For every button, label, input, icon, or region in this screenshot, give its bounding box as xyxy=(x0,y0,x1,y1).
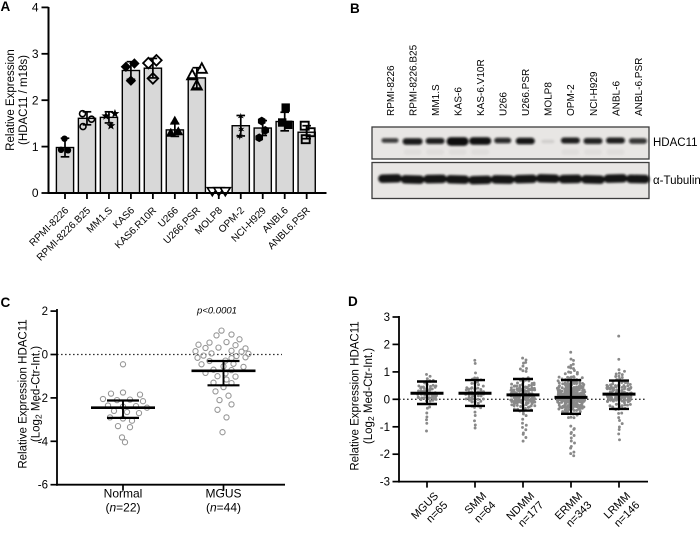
svg-text:(n=44): (n=44) xyxy=(206,501,241,515)
svg-text:2: 2 xyxy=(32,93,39,107)
svg-text:-2: -2 xyxy=(380,449,390,461)
svg-text:0: 0 xyxy=(42,350,48,362)
svg-text:-1: -1 xyxy=(380,422,390,434)
svg-text:B: B xyxy=(350,1,360,16)
svg-text:RPMI-8226.B25: RPMI-8226.B25 xyxy=(408,44,419,116)
svg-text:KAS-6: KAS-6 xyxy=(453,87,464,116)
svg-text:A: A xyxy=(1,0,11,14)
svg-text:Relative Expression HDAC11: Relative Expression HDAC11 xyxy=(18,319,30,468)
svg-text:NCI-H929: NCI-H929 xyxy=(589,71,600,116)
svg-text:α-Tubulin: α-Tubulin xyxy=(653,175,700,187)
svg-text:3: 3 xyxy=(32,47,39,61)
svg-text:4: 4 xyxy=(32,1,39,15)
svg-text:2: 2 xyxy=(384,339,390,351)
svg-text:0: 0 xyxy=(384,394,390,406)
svg-text:U266: U266 xyxy=(499,92,510,116)
svg-text:0: 0 xyxy=(32,186,39,200)
svg-text:(Log2 Med-Ctr-Int.): (Log2 Med-Ctr-Int.) xyxy=(363,348,376,444)
svg-text:Normal: Normal xyxy=(104,487,143,501)
svg-text:-4: -4 xyxy=(38,436,49,448)
svg-text:KAS-6.V10R: KAS-6.V10R xyxy=(476,59,487,116)
svg-text:MGUS: MGUS xyxy=(206,487,242,501)
svg-text:RPMI-8226: RPMI-8226 xyxy=(386,65,397,116)
svg-text:MOLP8: MOLP8 xyxy=(544,82,555,116)
svg-text:(HDAC11 / m18s): (HDAC11 / m18s) xyxy=(18,55,30,145)
svg-text:Relative Expression HDAC11: Relative Expression HDAC11 xyxy=(350,321,362,470)
svg-text:-2: -2 xyxy=(38,393,48,405)
svg-text:U266.PSR: U266.PSR xyxy=(521,69,532,116)
svg-text:-6: -6 xyxy=(38,480,48,492)
svg-text:2: 2 xyxy=(42,306,48,318)
svg-text:Relative Expression: Relative Expression xyxy=(5,49,17,151)
svg-text:HDAC11: HDAC11 xyxy=(653,137,698,149)
svg-text:3: 3 xyxy=(384,312,390,324)
svg-text:p<0.0001: p<0.0001 xyxy=(196,306,237,317)
svg-text:1: 1 xyxy=(384,367,390,379)
svg-text:(n=22): (n=22) xyxy=(105,501,140,515)
svg-text:D: D xyxy=(348,294,358,309)
svg-text:OPM-2: OPM-2 xyxy=(566,84,577,116)
svg-text:ANBL-6: ANBL-6 xyxy=(611,81,622,116)
svg-text:1: 1 xyxy=(32,140,39,154)
svg-text:-3: -3 xyxy=(380,477,390,489)
svg-text:C: C xyxy=(1,295,11,310)
svg-text:(Log2 Med-Ctr-Int.): (Log2 Med-Ctr-Int.) xyxy=(31,346,44,442)
svg-text:MM1.S: MM1.S xyxy=(431,84,442,116)
svg-text:ANBL-6.PSR: ANBL-6.PSR xyxy=(634,58,645,116)
